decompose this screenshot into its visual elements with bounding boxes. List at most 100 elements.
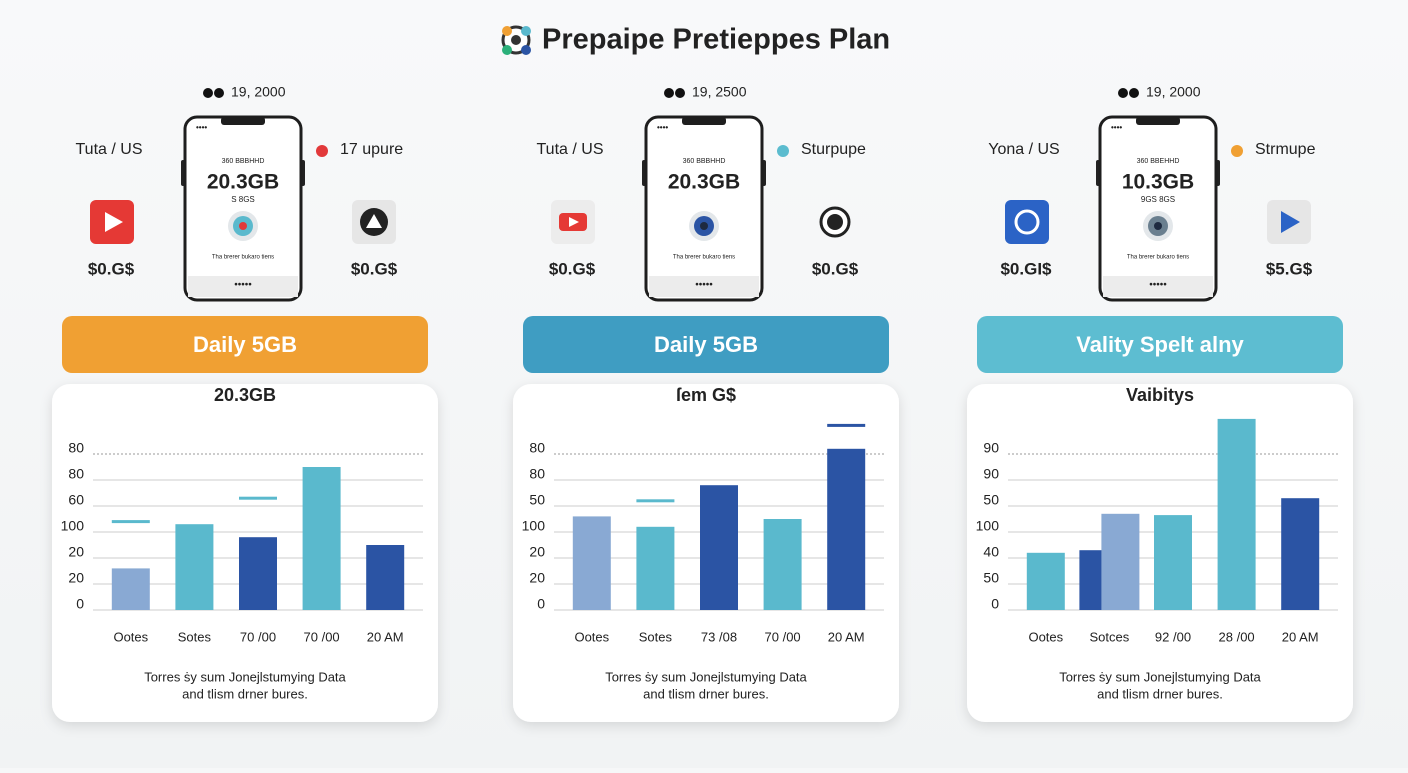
icon-glyph bbox=[366, 214, 382, 228]
y-tick-label: 100 bbox=[976, 518, 1000, 534]
phone bbox=[183, 115, 303, 302]
y-tick-label: 80 bbox=[68, 440, 84, 456]
y-tick-label: 50 bbox=[983, 492, 999, 508]
x-tick-label: Ootes bbox=[1028, 629, 1063, 644]
screen-note: Tha brerer bukaro tiens bbox=[1127, 255, 1189, 261]
phone bbox=[1098, 115, 1218, 302]
banner-text: Daily 5GB bbox=[193, 332, 297, 357]
phone-notch bbox=[1136, 117, 1180, 125]
y-tick-label: 90 bbox=[983, 466, 999, 482]
bar bbox=[700, 485, 738, 610]
price: $0.G$ bbox=[549, 259, 596, 278]
icon-glyph bbox=[105, 212, 123, 232]
bar bbox=[1101, 513, 1140, 610]
tag-dot bbox=[1231, 145, 1243, 157]
icon-glyph bbox=[827, 214, 843, 230]
screen-icon bbox=[239, 222, 247, 230]
x-tick-label: 70 /00 bbox=[765, 629, 801, 644]
screen-icon bbox=[1154, 222, 1162, 230]
y-tick-label: 80 bbox=[68, 466, 84, 482]
screen-sub: 9GS 8GS bbox=[1141, 195, 1175, 204]
banner bbox=[62, 316, 428, 373]
marker bbox=[636, 499, 675, 503]
screen-caption: 360 BBBHHD bbox=[683, 158, 726, 165]
logo bbox=[501, 25, 531, 55]
screen-icon bbox=[700, 222, 708, 230]
price: $0.G$ bbox=[88, 259, 135, 278]
tag-dot bbox=[777, 145, 789, 157]
x-tick-label: Sotes bbox=[639, 629, 673, 644]
x-tick-label: Ootes bbox=[113, 629, 148, 644]
icon-bg bbox=[1005, 200, 1049, 244]
icon-glyph bbox=[1281, 211, 1300, 233]
bar bbox=[572, 516, 611, 610]
screen-sub: S 8GS bbox=[231, 195, 255, 204]
bar bbox=[239, 537, 277, 610]
bar bbox=[1154, 515, 1192, 610]
x-tick-label: 28 /00 bbox=[1219, 629, 1255, 644]
screen-caption: 360 BBBHHD bbox=[222, 158, 265, 165]
status-dot bbox=[675, 88, 685, 98]
status-dot bbox=[203, 88, 213, 98]
y-tick-label: 100 bbox=[61, 518, 85, 534]
bar bbox=[827, 448, 866, 610]
subtitle: ſem G$ bbox=[676, 385, 736, 405]
marker bbox=[111, 520, 150, 524]
status-dot bbox=[664, 88, 674, 98]
y-tick-label: 0 bbox=[76, 596, 84, 612]
x-tick-label: 20 AM bbox=[1282, 629, 1319, 644]
region: Tuta / US bbox=[537, 141, 604, 158]
phone-bar bbox=[1103, 276, 1213, 297]
icon-glyph bbox=[1014, 209, 1040, 235]
caption: Torres ṡy sum Jonejlstumying Data bbox=[144, 669, 346, 684]
banner-text: Vality Spelt alny bbox=[1076, 332, 1244, 357]
phone-notch bbox=[221, 117, 265, 125]
y-tick-label: 20 bbox=[529, 544, 545, 560]
phone-status: •••• bbox=[657, 123, 668, 132]
bar bbox=[763, 519, 802, 610]
y-tick-label: 60 bbox=[68, 492, 84, 508]
phone bbox=[644, 115, 764, 302]
y-tick-label: 40 bbox=[983, 544, 999, 560]
x-tick-label: Sotces bbox=[1090, 629, 1130, 644]
price: $5.G$ bbox=[1266, 259, 1313, 278]
phone-bar bbox=[188, 276, 298, 297]
y-tick-label: 100 bbox=[522, 518, 546, 534]
region: Tuta / US bbox=[76, 141, 143, 158]
x-tick-label: 92 /00 bbox=[1155, 629, 1191, 644]
region: Yona / US bbox=[988, 141, 1059, 158]
bar bbox=[302, 467, 341, 610]
y-tick-label: 90 bbox=[983, 440, 999, 456]
marker bbox=[239, 496, 277, 500]
status-text: 19, 2000 bbox=[1146, 84, 1201, 100]
screen-amount: 10.3GB bbox=[1122, 171, 1194, 194]
icon-glyph bbox=[569, 217, 579, 227]
y-tick-label: 0 bbox=[537, 596, 545, 612]
x-tick-label: 73 /08 bbox=[701, 629, 737, 644]
price: $0.GI$ bbox=[1000, 259, 1052, 278]
y-tick-label: 80 bbox=[529, 440, 545, 456]
tag: 17 upure bbox=[340, 141, 403, 158]
caption: and tlism drner bures. bbox=[182, 686, 308, 701]
phone-bar bbox=[649, 276, 759, 297]
bar bbox=[1217, 418, 1256, 610]
screen-note: Tha brerer bukaro tiens bbox=[673, 255, 735, 261]
x-tick-label: 20 AM bbox=[367, 629, 404, 644]
phone-dots: ••••• bbox=[1149, 280, 1167, 291]
y-tick-label: 80 bbox=[529, 466, 545, 482]
x-tick-label: 20 AM bbox=[828, 629, 865, 644]
caption: Torres ṡy sum Jonejlstumying Data bbox=[1059, 669, 1261, 684]
subtitle: Vaibitys bbox=[1126, 385, 1194, 405]
caption: and tlism drner bures. bbox=[643, 686, 769, 701]
x-tick-label: Sotes bbox=[178, 629, 212, 644]
caption: Torres ṡy sum Jonejlstumying Data bbox=[605, 669, 807, 684]
status-dot bbox=[1118, 88, 1128, 98]
phone-status: •••• bbox=[1111, 123, 1122, 132]
status-text: 19, 2000 bbox=[231, 84, 286, 100]
banner bbox=[523, 316, 889, 373]
y-tick-label: 20 bbox=[68, 570, 84, 586]
status-dot bbox=[1129, 88, 1139, 98]
screen-amount: 20.3GB bbox=[207, 171, 279, 194]
